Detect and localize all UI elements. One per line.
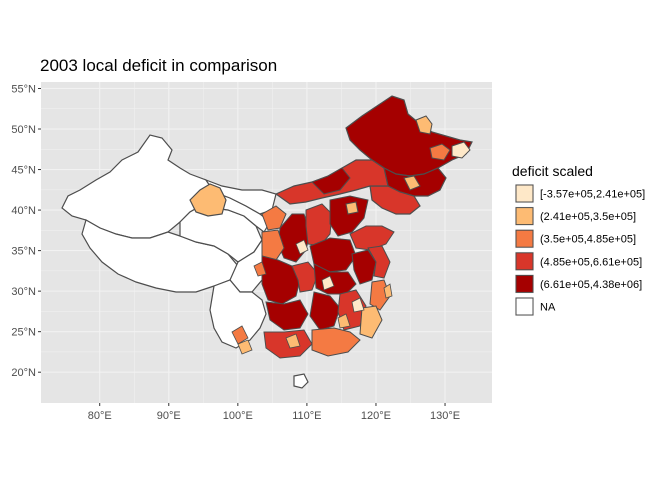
y-tick-label-7: 55°N <box>11 83 36 95</box>
legend-label-5: NA <box>540 302 556 314</box>
legend-label-2: (3.5e+05,4.85e+05] <box>540 234 636 246</box>
region-patch-cream-a <box>295 239 309 255</box>
region-ne-orange-b <box>429 143 451 161</box>
chart-title: 2003 local deficit in comparison <box>40 56 277 75</box>
region-patch-cream-c <box>351 297 365 313</box>
legend-swatch-0 <box>515 184 534 203</box>
legend-label-4: (6.61e+05,4.38e+06] <box>540 279 642 291</box>
region-ne-orange-a <box>415 115 433 135</box>
map-regions <box>61 95 473 389</box>
y-axis: 20°N 25°N 30°N 35°N 40°N 45°N 50°N 55°N <box>11 83 41 379</box>
y-tick-label-5: 45°N <box>11 165 36 177</box>
y-tick-label-1: 25°N <box>11 327 36 339</box>
region-gansu-east <box>261 229 285 261</box>
region-patch-orange-d <box>237 339 253 355</box>
y-tick-label-4: 40°N <box>11 205 36 217</box>
region-hainan <box>293 373 309 389</box>
y-tick-label-3: 35°N <box>11 246 36 258</box>
region-gansu-orange <box>189 183 227 217</box>
region-ne-cream <box>451 141 471 159</box>
legend-swatch-1 <box>515 207 534 226</box>
legend-swatch-4 <box>515 274 534 293</box>
x-tick-label-5: 130°E <box>430 410 460 422</box>
legend-swatch-5 <box>515 297 534 316</box>
region-beijing <box>345 201 359 215</box>
region-guangdong <box>311 327 361 357</box>
region-hunan <box>309 291 341 331</box>
region-patch-cream-b <box>321 275 335 291</box>
region-anhui <box>351 249 377 285</box>
legend-label-1: (2.41e+05,3.5e+05] <box>540 211 636 223</box>
region-patch-orange-a <box>337 313 351 329</box>
region-fujian <box>359 305 383 339</box>
x-tick-label-3: 110°E <box>292 410 321 422</box>
region-patch-orange-b <box>285 333 301 349</box>
legend-label-3: (4.85e+05,6.61e+05] <box>540 256 642 268</box>
region-hebei <box>329 195 369 237</box>
region-patch-orange-c <box>231 325 249 345</box>
y-tick-label-0: 20°N <box>11 367 36 379</box>
region-ne-orange-c <box>403 175 421 191</box>
region-patch-orange-f <box>383 283 393 299</box>
x-axis: 80°E 90°E 100°E 110°E 120°E 130°E <box>88 403 460 422</box>
legend-label-0: [-3.57e+05,2.41e+05] <box>540 189 645 201</box>
region-shandong <box>349 225 395 251</box>
legend-swatch-2 <box>515 229 534 248</box>
legend-swatch-3 <box>515 252 534 271</box>
x-tick-label-4: 120°E <box>361 410 391 422</box>
region-ningxia <box>261 205 287 231</box>
region-sichuan-east <box>261 255 301 305</box>
x-tick-label-1: 90°E <box>157 410 181 422</box>
legend-title: deficit scaled <box>512 163 593 179</box>
y-tick-label-6: 50°N <box>11 124 36 136</box>
x-tick-label-2: 100°E <box>223 410 253 422</box>
region-yunnan <box>209 279 267 349</box>
region-chongqing <box>291 261 319 293</box>
region-patch-orange-e <box>253 261 267 277</box>
region-jiangsu <box>367 245 391 279</box>
region-liaoning <box>369 185 421 215</box>
region-north-dark-a <box>311 167 351 195</box>
x-tick-label-0: 80°E <box>88 410 112 422</box>
region-guizhou <box>265 299 309 331</box>
legend: deficit scaled [-3.57e+05,2.41e+05] (2.41… <box>512 163 645 316</box>
y-tick-label-2: 30°N <box>11 286 36 298</box>
